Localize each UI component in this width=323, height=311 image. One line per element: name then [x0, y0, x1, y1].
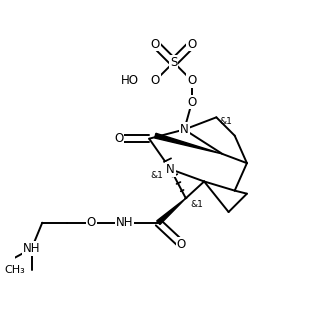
Text: O: O	[151, 38, 160, 50]
Text: N: N	[166, 163, 175, 176]
Text: NH: NH	[116, 216, 133, 229]
Text: O: O	[87, 216, 96, 229]
Text: NH: NH	[23, 242, 40, 255]
Text: &1: &1	[190, 200, 203, 209]
Text: S: S	[170, 56, 177, 69]
Text: N: N	[180, 123, 189, 136]
Text: &1: &1	[219, 117, 232, 126]
Text: O: O	[187, 74, 197, 87]
Polygon shape	[155, 133, 223, 154]
Text: O: O	[151, 74, 160, 87]
Text: HO: HO	[121, 74, 139, 87]
Text: O: O	[114, 132, 123, 145]
Text: &1: &1	[151, 171, 163, 180]
Polygon shape	[157, 198, 186, 225]
Text: CH₃: CH₃	[5, 265, 26, 275]
Text: O: O	[187, 95, 197, 109]
Text: O: O	[177, 238, 186, 251]
Text: O: O	[187, 38, 197, 50]
